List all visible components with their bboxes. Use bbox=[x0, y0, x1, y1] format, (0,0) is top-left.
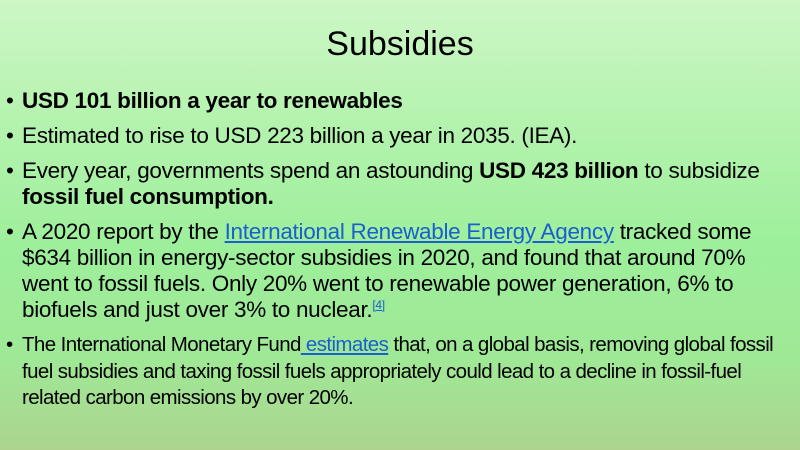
bullet-fossil-spend: Every year, governments spend an astound… bbox=[6, 158, 796, 210]
bullet-estimate: Estimated to rise to USD 223 billion a y… bbox=[6, 123, 796, 149]
bullet-text: The International Monetary Fund bbox=[22, 333, 301, 356]
bold-text: USD 101 billion a year to renewables bbox=[22, 88, 403, 113]
bold-text: fossil fuel consumption. bbox=[22, 184, 274, 209]
irena-link[interactable]: International Renewable Energy Agency bbox=[224, 219, 614, 244]
bullet-imf: The International Monetary Fund estimate… bbox=[6, 332, 796, 412]
bullet-renewables: USD 101 billion a year to renewables bbox=[6, 88, 796, 114]
estimates-link[interactable]: estimates bbox=[300, 333, 389, 356]
bullet-text: A 2020 report by the bbox=[22, 219, 225, 244]
bullet-text: Estimated to rise to USD 223 billion a y… bbox=[22, 123, 578, 148]
bullet-irena-report: A 2020 report by the International Renew… bbox=[6, 219, 796, 323]
bullet-text: that, on a global basis, removing global… bbox=[22, 333, 774, 409]
reference-link[interactable]: [4] bbox=[372, 298, 385, 312]
bullet-text: Every year, governments spend an astound… bbox=[22, 158, 480, 183]
bullet-text: tracked some $634 billion in energy-sect… bbox=[22, 219, 752, 322]
bold-text: USD 423 billion bbox=[479, 158, 639, 183]
bullet-text: to subsidize bbox=[638, 158, 760, 183]
slide-title: Subsidies bbox=[326, 25, 474, 63]
bullet-list: USD 101 billion a year to renewables Est… bbox=[6, 88, 796, 421]
